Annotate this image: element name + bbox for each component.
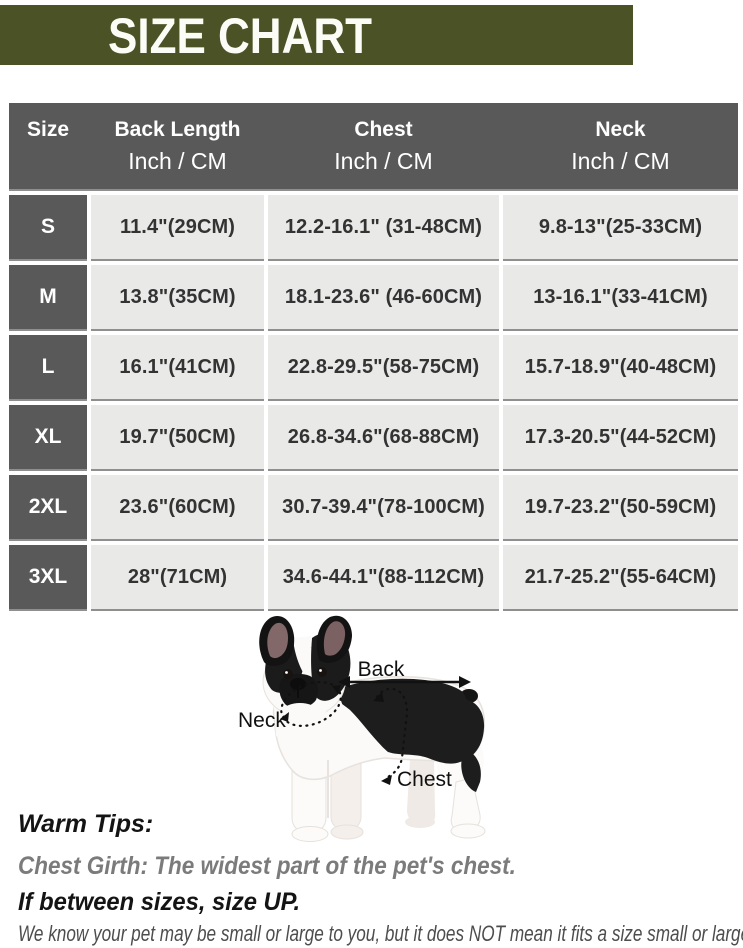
chest-value: 34.6-44.1"(88-112CM) <box>268 545 499 611</box>
back-length-value: 23.6"(60CM) <box>91 475 264 541</box>
back-length-value: 19.7"(50CM) <box>91 405 264 471</box>
chest-girth-tip: Chest Girth: The widest part of the pet'… <box>18 852 516 880</box>
back-length-value: 28"(71CM) <box>91 545 264 611</box>
disclaimer-text: We know your pet may be small or large t… <box>18 921 743 946</box>
header-size: Size <box>26 118 70 141</box>
chest-value: 12.2-16.1" (31-48CM) <box>268 195 499 261</box>
neck-value: 17.3-20.5"(44-52CM) <box>503 405 738 471</box>
page-title: SIZE CHART <box>108 8 372 64</box>
table-header-row: Size Back Length Inch / CM Chest Inch / … <box>9 103 738 191</box>
size-table: Size Back Length Inch / CM Chest Inch / … <box>9 103 738 611</box>
dog-diagram: Back Neck Chest <box>180 610 560 850</box>
chest-value: 30.7-39.4"(78-100CM) <box>268 475 499 541</box>
back-measure-arrow <box>338 676 471 688</box>
header-back-length: Back Length Inch / CM <box>114 118 241 174</box>
back-length-value: 13.8"(35CM) <box>91 265 264 331</box>
size-badge: S <box>9 195 87 261</box>
neck-value: 13-16.1"(33-41CM) <box>503 265 738 331</box>
back-label: Back <box>358 658 405 681</box>
chest-measure-line <box>373 687 409 785</box>
dog-illustration: Back Neck Chest <box>238 615 486 842</box>
size-badge: 2XL <box>9 475 87 541</box>
header-chest: Chest Inch / CM <box>334 118 433 174</box>
size-badge: XL <box>9 405 87 471</box>
neck-value: 9.8-13"(25-33CM) <box>503 195 738 261</box>
warm-tips-heading: Warm Tips: <box>18 810 154 838</box>
neck-label: Neck <box>238 709 286 732</box>
size-badge: 3XL <box>9 545 87 611</box>
back-length-value: 16.1"(41CM) <box>91 335 264 401</box>
chest-value: 18.1-23.6" (46-60CM) <box>268 265 499 331</box>
size-badge: L <box>9 335 87 401</box>
neck-value: 21.7-25.2"(55-64CM) <box>503 545 738 611</box>
back-length-value: 11.4"(29CM) <box>91 195 264 261</box>
size-badge: M <box>9 265 87 331</box>
neck-value: 15.7-18.9"(40-48CM) <box>503 335 738 401</box>
header-neck: Neck Inch / CM <box>571 118 670 174</box>
neck-measure-loop <box>280 681 342 727</box>
neck-value: 19.7-23.2"(50-59CM) <box>503 475 738 541</box>
chest-value: 22.8-29.5"(58-75CM) <box>268 335 499 401</box>
chest-value: 26.8-34.6"(68-88CM) <box>268 405 499 471</box>
size-up-tip: If between sizes, size UP. <box>18 888 301 916</box>
size-chart-banner: SIZE CHART <box>0 5 633 65</box>
chest-label: Chest <box>397 768 452 791</box>
